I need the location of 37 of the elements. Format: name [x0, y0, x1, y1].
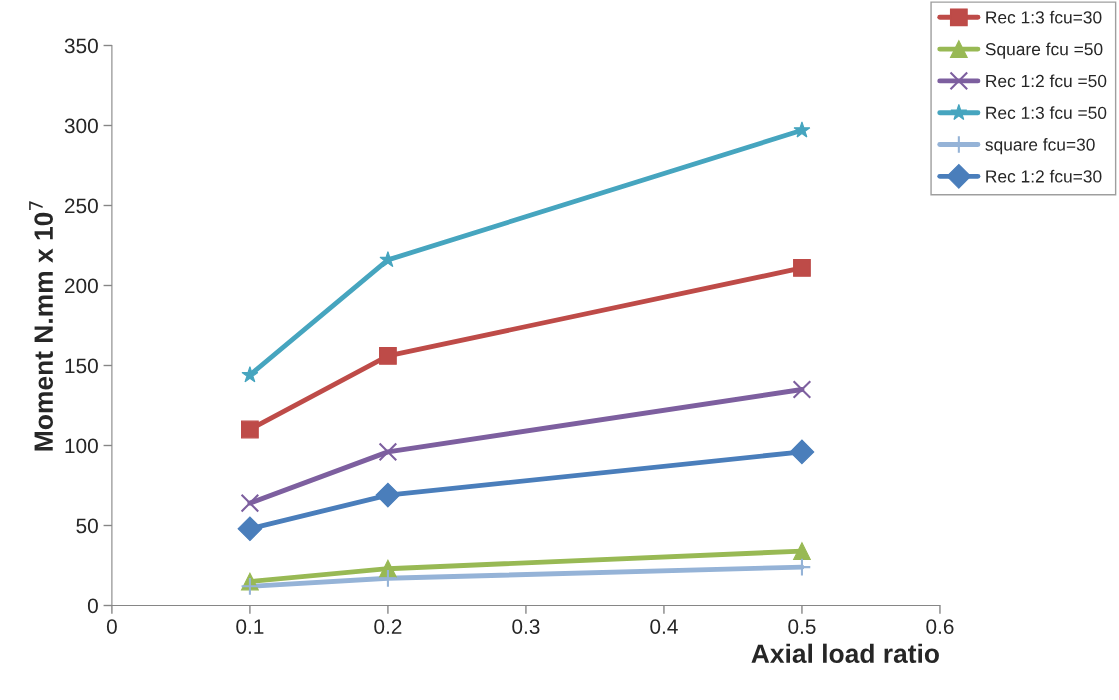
point — [378, 442, 398, 462]
point — [378, 568, 398, 588]
y-tick-label: 350 — [64, 38, 98, 54]
legend-label: Rec 1:2 fcu=30 — [986, 169, 1102, 183]
y-tick-label: 150 — [65, 358, 98, 374]
point — [793, 121, 811, 138]
y-tick-label: 200 — [65, 278, 98, 294]
x-tick-label: 0.3 — [512, 619, 540, 634]
legend-label: Rec 1:2 fcu =50 — [986, 74, 1107, 88]
point — [240, 576, 260, 596]
point — [241, 366, 259, 383]
x-tick-label: 0 — [106, 619, 117, 634]
x-tick-label: 0.4 — [650, 619, 678, 634]
point — [379, 347, 397, 365]
y-tick-label: 100 — [65, 438, 98, 454]
point — [237, 516, 263, 542]
legend-label: Rec 1:3 fcu =50 — [986, 106, 1107, 119]
x-tick-label: 0.5 — [788, 619, 816, 634]
y-tick-label: 250 — [65, 198, 98, 214]
point — [793, 542, 811, 560]
point — [241, 420, 259, 439]
y-tick-label: 300 — [64, 118, 98, 134]
legend-label: square fcu=30 — [985, 138, 1095, 155]
legend-label: Rec 1:3 fcu=30 — [986, 10, 1102, 24]
y-tick-label: 50 — [76, 518, 98, 534]
y-tick-label: 0 — [87, 598, 98, 614]
point — [792, 380, 812, 399]
x-tick-label: 0.1 — [236, 619, 264, 634]
point — [789, 439, 815, 465]
point — [375, 482, 401, 508]
point — [793, 259, 811, 277]
legend-label: Square fcu =50 — [985, 42, 1103, 59]
x-axis-title: Axial load ratio — [751, 643, 939, 664]
x-tick-label: 0.6 — [926, 619, 954, 634]
x-tick-label: 0.2 — [374, 619, 402, 634]
point — [240, 493, 260, 513]
y-axis-title: Moment N.mm x 10$^{7}$ — [29, 201, 53, 451]
